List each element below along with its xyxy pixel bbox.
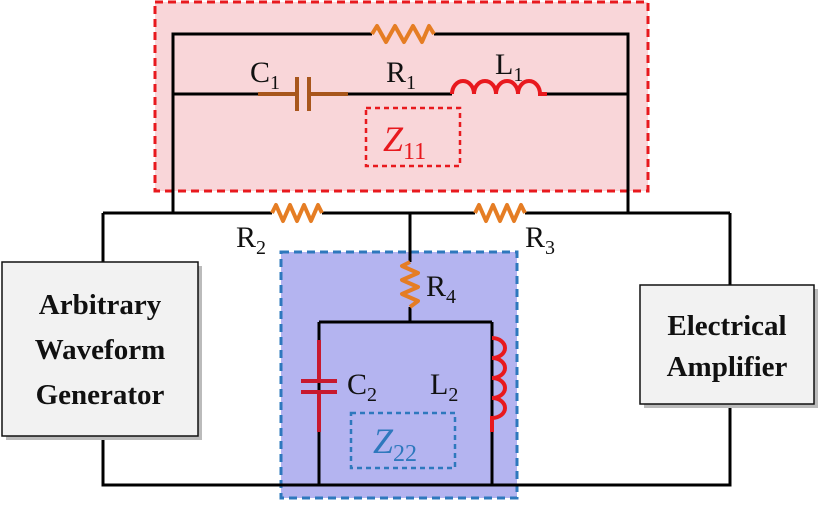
r3-label: R3 <box>525 221 555 259</box>
r1-resistor <box>370 24 436 44</box>
generator-line-1: Arbitrary <box>39 289 162 321</box>
z11-label-box <box>364 106 462 168</box>
r2-label: R2 <box>236 221 266 259</box>
amplifier-line-2: Amplifier <box>667 351 788 383</box>
amplifier-line-1: Electrical <box>667 310 786 342</box>
c2-capacitor <box>301 340 337 432</box>
r4-label: R4 <box>426 270 456 308</box>
r4-resistor <box>400 260 420 309</box>
r2-resistor <box>270 203 324 223</box>
amplifier-block <box>639 284 815 405</box>
l2-label: L2 <box>430 368 458 406</box>
wires <box>101 32 732 487</box>
l1-label: L1 <box>495 48 523 86</box>
z22-label: Z22 <box>373 421 417 467</box>
z11-region <box>153 0 650 193</box>
c2-label: C2 <box>347 368 377 406</box>
generator-line-3: Generator <box>36 379 165 411</box>
generator-line-2: Waveform <box>35 334 165 366</box>
z11-label: Z11 <box>383 119 426 165</box>
l1-inductor <box>450 79 547 96</box>
c1-label: C1 <box>250 56 280 94</box>
z22-label-box <box>349 411 457 470</box>
generator-block <box>1 261 199 437</box>
l2-inductor <box>490 336 507 432</box>
r1-label: R1 <box>386 56 416 94</box>
r3-resistor <box>473 203 527 223</box>
c1-capacitor <box>258 77 348 111</box>
